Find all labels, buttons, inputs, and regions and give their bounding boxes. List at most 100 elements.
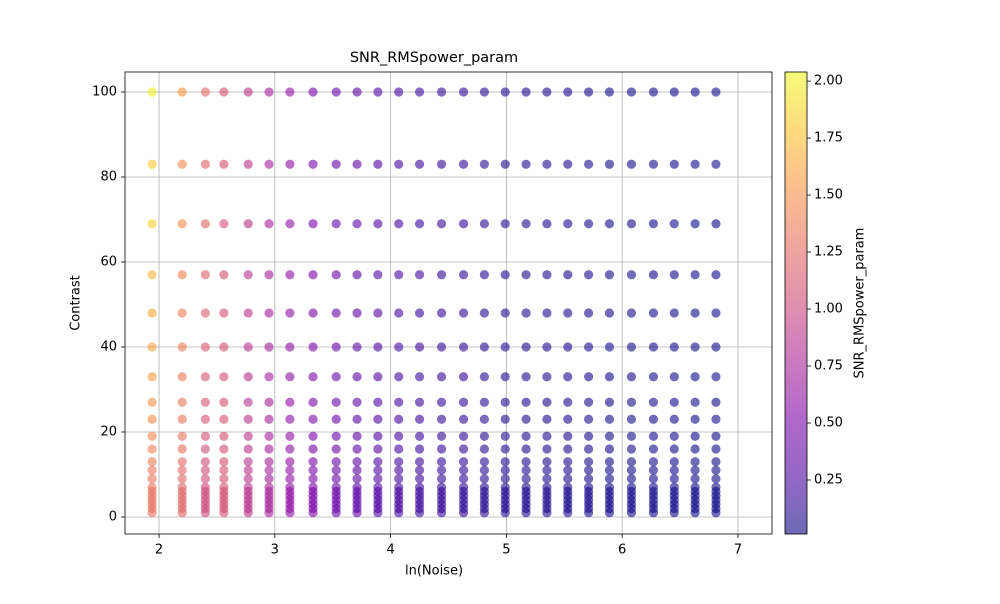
point (147, 414, 157, 424)
point (626, 270, 637, 280)
point (626, 474, 637, 484)
point (243, 372, 253, 382)
point (394, 457, 404, 467)
point (308, 431, 318, 441)
point (308, 219, 318, 229)
point (648, 270, 659, 280)
point (308, 444, 318, 454)
point (331, 342, 341, 352)
point (711, 87, 721, 97)
point (648, 308, 659, 318)
point (711, 431, 721, 441)
point (542, 397, 552, 407)
point (200, 457, 210, 467)
point (414, 508, 425, 518)
point (147, 270, 157, 280)
point (414, 465, 425, 475)
point (479, 270, 489, 280)
point (200, 342, 210, 352)
point (542, 414, 552, 424)
point (147, 372, 157, 382)
point (583, 444, 594, 454)
point (352, 414, 362, 424)
point (308, 457, 318, 467)
point (285, 465, 295, 475)
point (264, 474, 274, 484)
colorbar-tick-label: 1.25 (814, 245, 843, 260)
colorbar-label: SNR_RMSpower_param (853, 228, 868, 379)
point (563, 465, 573, 475)
point (690, 159, 700, 169)
point (308, 372, 318, 382)
point (626, 431, 637, 441)
point (648, 372, 659, 382)
point (563, 87, 573, 97)
point (331, 414, 341, 424)
point (711, 414, 721, 424)
point (331, 219, 341, 229)
point (563, 414, 573, 424)
point (285, 219, 295, 229)
point (563, 372, 573, 382)
point (285, 414, 295, 424)
point (521, 372, 531, 382)
point (500, 414, 510, 424)
point (542, 474, 552, 484)
point (604, 372, 615, 382)
point (200, 219, 210, 229)
point (373, 465, 383, 475)
point (479, 465, 489, 475)
point (331, 87, 341, 97)
point (479, 372, 489, 382)
x-tick-label: 7 (734, 543, 742, 558)
point (690, 474, 700, 484)
point (626, 87, 637, 97)
point (458, 270, 469, 280)
point (373, 397, 383, 407)
point (285, 308, 295, 318)
point (542, 308, 552, 318)
point (458, 414, 469, 424)
point (219, 342, 229, 352)
point (264, 414, 274, 424)
point (500, 508, 510, 518)
point (690, 270, 700, 280)
x-tick-label: 4 (386, 543, 394, 558)
point (542, 159, 552, 169)
point (436, 474, 447, 484)
point (219, 159, 229, 169)
point (500, 372, 510, 382)
point (604, 457, 615, 467)
point (394, 397, 404, 407)
point (147, 397, 157, 407)
point (147, 431, 157, 441)
point (264, 342, 274, 352)
point (200, 397, 210, 407)
x-axis-label: ln(Noise) (405, 564, 463, 579)
point (394, 87, 404, 97)
point (711, 397, 721, 407)
point (243, 474, 253, 484)
point (563, 457, 573, 467)
point (711, 308, 721, 318)
point (243, 308, 253, 318)
point (563, 474, 573, 484)
point (521, 431, 531, 441)
point (414, 87, 425, 97)
point (500, 159, 510, 169)
point (669, 308, 679, 318)
point (711, 444, 721, 454)
point (521, 444, 531, 454)
x-tick-label: 5 (502, 543, 510, 558)
point (690, 397, 700, 407)
point (604, 444, 615, 454)
point (604, 397, 615, 407)
point (436, 508, 447, 518)
point (285, 397, 295, 407)
point (264, 270, 274, 280)
point (219, 397, 229, 407)
point (542, 508, 552, 518)
point (308, 308, 318, 318)
point (264, 87, 274, 97)
